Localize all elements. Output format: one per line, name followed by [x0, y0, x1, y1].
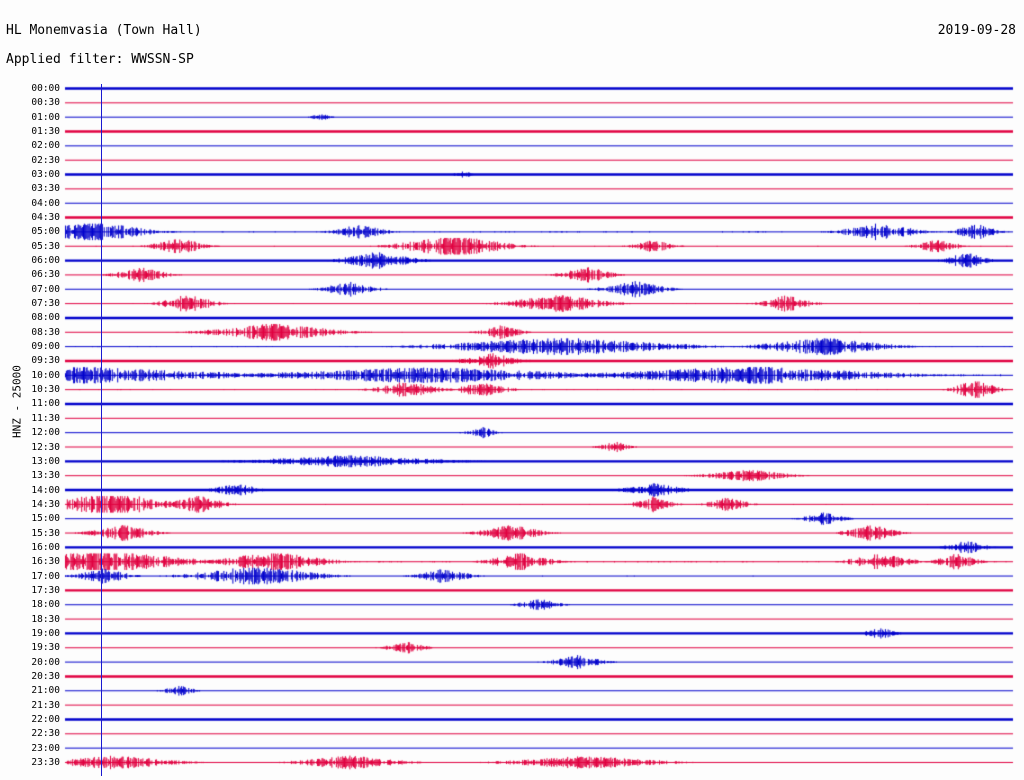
time-label: 06:00: [31, 255, 60, 267]
time-label: 12:30: [31, 441, 60, 453]
time-label: 18:30: [31, 613, 60, 625]
time-label: 14:30: [31, 498, 60, 510]
time-label: 03:30: [31, 183, 60, 195]
time-label: 07:30: [31, 298, 60, 310]
time-label: 20:00: [31, 656, 60, 668]
time-label: 19:00: [31, 627, 60, 639]
time-label: 15:30: [31, 527, 60, 539]
time-label: 01:30: [31, 126, 60, 138]
time-label: 00:00: [31, 83, 60, 94]
time-label: 16:00: [31, 541, 60, 553]
time-label: 10:00: [31, 369, 60, 381]
time-label: 11:30: [31, 412, 60, 424]
time-label: 11:00: [31, 398, 60, 410]
time-label: 05:00: [31, 226, 60, 238]
time-label: 03:00: [31, 169, 60, 181]
time-label: 21:30: [31, 699, 60, 711]
time-label: 16:30: [31, 556, 60, 568]
time-label: 07:00: [31, 283, 60, 295]
time-label: 05:30: [31, 240, 60, 252]
time-label: 18:00: [31, 599, 60, 611]
time-label: 22:30: [31, 728, 60, 740]
time-label: 17:00: [31, 570, 60, 582]
time-label: 21:00: [31, 685, 60, 697]
time-label: 08:00: [31, 312, 60, 324]
time-label: 10:30: [31, 384, 60, 396]
time-label: 22:00: [31, 713, 60, 725]
time-label: 12:00: [31, 427, 60, 439]
time-label: 13:30: [31, 470, 60, 482]
time-label: 02:30: [31, 154, 60, 166]
time-label: 09:30: [31, 355, 60, 367]
time-label: 08:30: [31, 326, 60, 338]
time-marker-line: [101, 84, 103, 776]
time-label: 13:00: [31, 455, 60, 467]
time-label: 23:00: [31, 742, 60, 754]
time-label: 00:30: [31, 97, 60, 109]
time-label: 04:30: [31, 212, 60, 224]
time-label: 14:00: [31, 484, 60, 496]
time-label: 20:30: [31, 670, 60, 682]
time-label: 09:00: [31, 341, 60, 353]
time-label: 15:00: [31, 513, 60, 525]
time-label: 04:00: [31, 197, 60, 209]
time-label: 19:30: [31, 642, 60, 654]
time-label: 23:30: [31, 756, 60, 768]
time-label: 02:00: [31, 140, 60, 152]
time-label: 17:30: [31, 584, 60, 596]
time-label: 01:00: [31, 111, 60, 123]
time-label: 06:30: [31, 269, 60, 281]
